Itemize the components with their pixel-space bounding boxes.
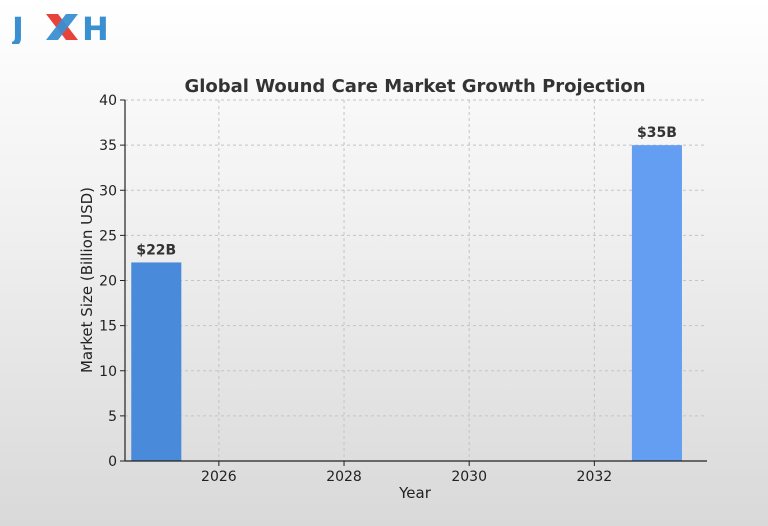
y-tick-label: 15 — [99, 319, 117, 335]
tick-labels: 0 5 10 15 20 25 30 35 40 2026 2028 2030 2032 — [99, 93, 612, 485]
y-tick-label: 5 — [108, 409, 117, 425]
x-mark-icon — [46, 14, 78, 40]
x-tick-label: 2026 — [201, 469, 237, 485]
y-tick-label: 40 — [99, 93, 117, 109]
x-tick-label: 2030 — [451, 469, 487, 485]
y-tick-label: 30 — [99, 183, 117, 199]
y-tick-label: 35 — [99, 138, 117, 154]
y-tick-label: 25 — [99, 228, 117, 244]
bar — [631, 145, 682, 461]
bars — [131, 145, 682, 461]
x-tick-label: 2032 — [577, 469, 613, 485]
jxh-logo: J H — [12, 10, 109, 44]
y-tick-label: 20 — [99, 274, 117, 290]
y-axis-label: Market Size (Billion USD) — [78, 187, 96, 373]
y-tick-label: 0 — [108, 454, 117, 470]
bar — [131, 262, 182, 461]
data-label: $22B — [136, 242, 176, 258]
x-axis-label: Year — [398, 484, 432, 502]
y-tick-label: 10 — [99, 364, 117, 380]
data-labels: $22B $35B — [136, 125, 677, 258]
axes — [120, 99, 707, 466]
data-label: $35B — [637, 125, 677, 141]
svg-text:J: J — [12, 10, 24, 44]
x-tick-label: 2028 — [326, 469, 362, 485]
svg-text:H: H — [82, 10, 109, 44]
chart-title: Global Wound Care Market Growth Projecti… — [184, 76, 645, 97]
grid-lines — [125, 99, 707, 462]
